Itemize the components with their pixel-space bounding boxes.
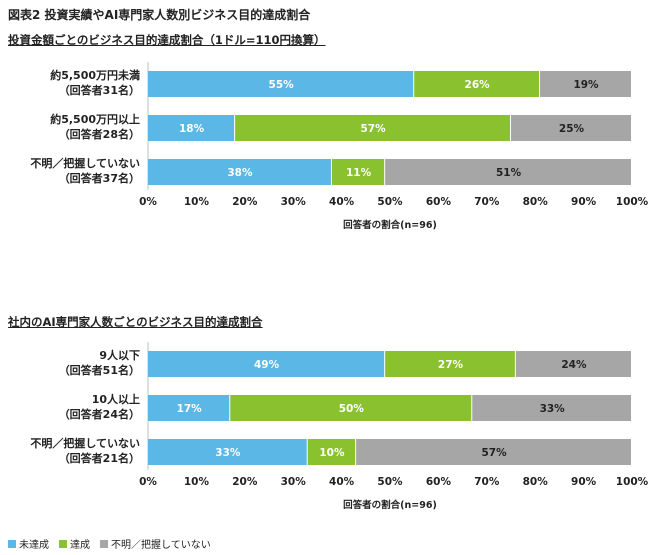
bar-segment bbox=[307, 439, 356, 465]
x-tick-label: 50% bbox=[377, 476, 403, 488]
data-label: 33% bbox=[540, 403, 566, 415]
data-label: 55% bbox=[269, 79, 295, 91]
data-label: 51% bbox=[496, 167, 522, 179]
x-tick-label: 20% bbox=[232, 476, 258, 488]
x-tick-label: 60% bbox=[426, 476, 452, 488]
x-tick-label: 80% bbox=[523, 196, 549, 208]
x-tick-label: 80% bbox=[523, 476, 549, 488]
data-label: 24% bbox=[561, 359, 587, 371]
bar-segment bbox=[148, 71, 414, 97]
data-label: 11% bbox=[346, 167, 372, 179]
bar-segment bbox=[356, 439, 631, 465]
category-label: （回答者21名） bbox=[59, 451, 140, 465]
bar-segment bbox=[148, 351, 385, 377]
category-label: 10人以上 bbox=[92, 392, 140, 406]
legend-item-not-achieved: 未達成 bbox=[8, 536, 49, 551]
x-tick-label: 70% bbox=[474, 476, 500, 488]
data-label: 33% bbox=[215, 447, 241, 459]
bar-segment bbox=[148, 159, 331, 185]
bar-segment bbox=[511, 115, 631, 141]
x-tick-label: 70% bbox=[474, 196, 500, 208]
x-tick-label: 30% bbox=[281, 196, 307, 208]
data-label: 27% bbox=[438, 359, 464, 371]
x-tick-label: 60% bbox=[426, 196, 452, 208]
legend-item-unknown: 不明／把握していない bbox=[100, 536, 211, 551]
chart-2-title: 社内のAI専門家人数ごとのビジネス目的達成割合 bbox=[8, 315, 263, 329]
figure-title: 図表2 投資実績やAI専門家人数別ビジネス目的達成割合 bbox=[8, 8, 311, 22]
x-tick-label: 20% bbox=[232, 196, 258, 208]
category-label: （回答者24名） bbox=[59, 407, 140, 421]
data-label: 50% bbox=[339, 403, 365, 415]
category-label: （回答者37名） bbox=[59, 171, 140, 185]
x-tick-label: 0% bbox=[139, 476, 157, 488]
category-label: （回答者51名） bbox=[59, 363, 140, 377]
data-label: 49% bbox=[254, 359, 280, 371]
data-label: 18% bbox=[179, 123, 205, 135]
category-label: 約5,500万円未満 bbox=[50, 68, 140, 82]
bar-segment bbox=[385, 159, 631, 185]
data-label: 10% bbox=[319, 447, 345, 459]
x-tick-label: 10% bbox=[184, 196, 210, 208]
investment-chart: 約5,500万円未満（回答者31名） 55% 26% 19%約5,500万円以上（回答… bbox=[30, 62, 649, 231]
x-axis-label: 回答者の割合(n=96) bbox=[343, 219, 437, 231]
ai-experts-chart: 9人以下（回答者51名） 49% 27% 24% 10人以上（回答者24名） 17% 50%… bbox=[30, 342, 649, 511]
x-tick-label: 40% bbox=[329, 196, 355, 208]
bar-segment bbox=[472, 395, 631, 421]
data-label: 26% bbox=[465, 79, 491, 91]
legend-swatch bbox=[59, 539, 67, 548]
bar-segment bbox=[515, 351, 631, 377]
bar-segment bbox=[148, 439, 307, 465]
legend: 未達成 達成 不明／把握していない bbox=[8, 536, 211, 551]
x-tick-label: 0% bbox=[139, 196, 157, 208]
data-label: 17% bbox=[177, 403, 203, 415]
category-label: 約5,500万円以上 bbox=[50, 112, 140, 126]
bar-segment bbox=[331, 159, 385, 185]
bar-segment bbox=[540, 71, 631, 97]
x-tick-label: 30% bbox=[281, 476, 307, 488]
category-label: 9人以下 bbox=[99, 348, 140, 362]
data-label: 57% bbox=[481, 447, 507, 459]
x-axis-label: 回答者の割合(n=96) bbox=[343, 499, 437, 511]
bar-segment bbox=[230, 395, 472, 421]
bar-segment bbox=[414, 71, 540, 97]
data-label: 57% bbox=[360, 123, 386, 135]
legend-swatch bbox=[100, 539, 108, 548]
data-label: 19% bbox=[573, 79, 599, 91]
legend-label: 未達成 bbox=[19, 540, 49, 551]
legend-label: 達成 bbox=[70, 540, 90, 551]
x-tick-label: 50% bbox=[377, 196, 403, 208]
category-label: （回答者28名） bbox=[59, 127, 140, 141]
category-label: 不明／把握していない bbox=[30, 156, 140, 170]
x-tick-label: 90% bbox=[571, 196, 597, 208]
data-label: 25% bbox=[559, 123, 585, 135]
x-tick-label: 100% bbox=[616, 476, 649, 488]
chart-1-title: 投資金額ごとのビジネス目的達成割合（1ドル=110円換算） bbox=[8, 33, 326, 47]
x-tick-label: 100% bbox=[616, 196, 649, 208]
bar-segment bbox=[385, 351, 515, 377]
legend-swatch bbox=[8, 539, 16, 548]
x-tick-label: 40% bbox=[329, 476, 355, 488]
data-label: 38% bbox=[227, 167, 253, 179]
category-label: （回答者31名） bbox=[59, 83, 140, 97]
bar-segment bbox=[148, 115, 235, 141]
bar-segment bbox=[235, 115, 510, 141]
bar-segment bbox=[148, 395, 230, 421]
x-tick-label: 90% bbox=[571, 476, 597, 488]
x-tick-label: 10% bbox=[184, 476, 210, 488]
legend-label: 不明／把握していない bbox=[111, 540, 211, 551]
legend-item-achieved: 達成 bbox=[59, 536, 90, 551]
category-label: 不明／把握していない bbox=[30, 436, 140, 450]
